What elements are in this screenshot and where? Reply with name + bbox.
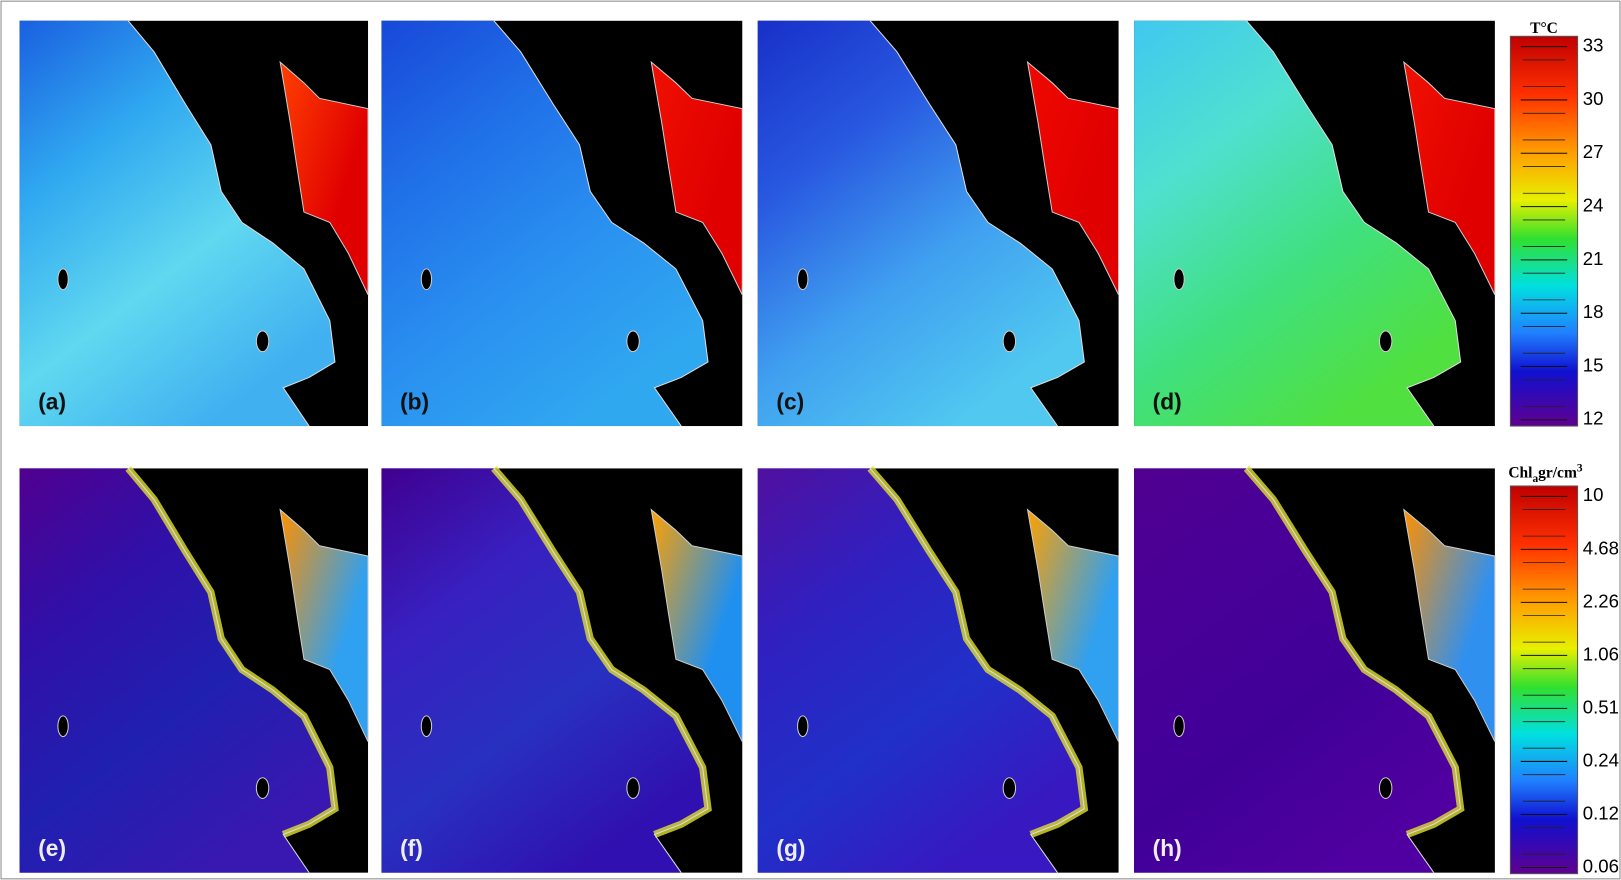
island (798, 269, 808, 290)
map-panel: (b) (381, 21, 742, 426)
figure: (a) (b) (c) (d) (e) (f) (g) (h) T°C 33 30 27 24 21 18 1… (0, 0, 1621, 880)
map-panel: (e) (20, 468, 368, 872)
colorbar-tick-label: 27 (1583, 141, 1604, 162)
island (1174, 269, 1184, 290)
page: {"panels": [ {"label": "(a)"}, {"label":… (0, 0, 1621, 880)
map-panel: (a) (20, 21, 368, 426)
panel-label: (e) (38, 835, 66, 861)
map-panel: (d) (1134, 21, 1495, 426)
colorbar (1510, 486, 1577, 874)
island (1003, 331, 1015, 352)
map-panel: (h) (1134, 468, 1495, 872)
colorbar-title: Chlagr/cm3 (1508, 463, 1583, 485)
island (1174, 716, 1184, 737)
colorbar-tick-label: 0.12 (1583, 802, 1619, 823)
island (1379, 331, 1391, 352)
island (798, 716, 808, 737)
colorbar-tick-label: 0.24 (1583, 749, 1619, 770)
island (58, 716, 68, 737)
colorbar-tick-label: 2.26 (1583, 590, 1619, 611)
panel-label: (d) (1153, 389, 1182, 415)
map-panel: (f) (381, 468, 742, 872)
island (1003, 778, 1015, 799)
map-panel: (g) (758, 468, 1119, 872)
colorbar-tick-label: 4.68 (1583, 537, 1619, 558)
island (627, 331, 639, 352)
colorbar-tick-label: 33 (1583, 35, 1604, 56)
panel-label: (g) (776, 835, 805, 861)
colorbar-tick-label: 18 (1583, 301, 1604, 322)
colorbar-tick-label: 24 (1583, 194, 1604, 215)
panel-label: (c) (776, 389, 804, 415)
colorbar-tick-label: 0.06 (1583, 855, 1619, 876)
title-part: gr/cm (1538, 465, 1577, 482)
panel-label: (b) (400, 389, 429, 415)
island (58, 269, 68, 290)
panel-label: (f) (400, 835, 423, 861)
island (256, 778, 268, 799)
colorbar-tick-label: 12 (1583, 408, 1604, 429)
colorbar-tick-label: 1.06 (1583, 643, 1619, 664)
colorbar (1510, 36, 1577, 426)
title-part: Chl (1508, 465, 1533, 482)
colorbar-tick-label: 15 (1583, 354, 1604, 375)
island (421, 716, 431, 737)
island (627, 778, 639, 799)
colorbar-title: T°C (1530, 20, 1558, 37)
panel-label: (h) (1153, 835, 1182, 861)
island (421, 269, 431, 290)
colorbar-tick-label: 30 (1583, 88, 1604, 109)
panel-label: (a) (38, 389, 66, 415)
title-part: 3 (1577, 463, 1583, 475)
colorbar-tick-label: 0.51 (1583, 696, 1619, 717)
colorbar-tick-label: 21 (1583, 248, 1604, 269)
island (256, 331, 268, 352)
colorbar-tick-label: 10 (1583, 484, 1604, 505)
island (1379, 778, 1391, 799)
map-panel: (c) (758, 21, 1119, 426)
